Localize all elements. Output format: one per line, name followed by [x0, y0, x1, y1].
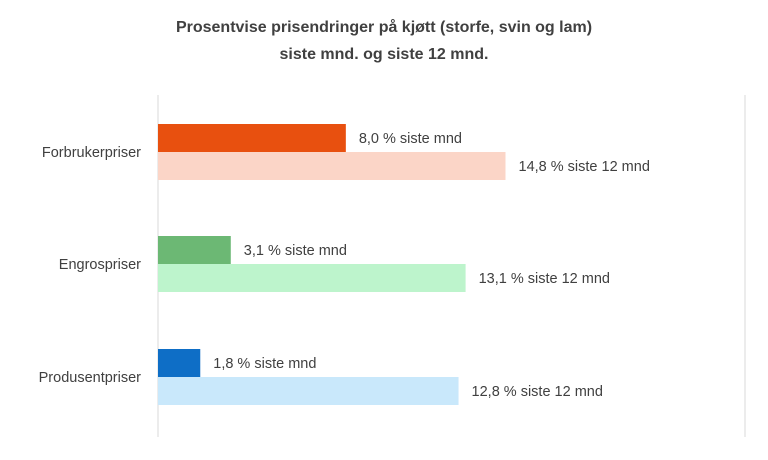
bar-forbrukerpriser-month — [158, 124, 346, 152]
bar-produsentpriser-month — [158, 349, 201, 377]
data-label-engrospriser-12-month: 13,1 % siste 12 mnd — [479, 271, 610, 287]
category-label-engrospriser: Engrospriser — [59, 257, 141, 273]
bar-engrospriser-month — [158, 236, 231, 264]
bar-engrospriser-12-month — [158, 264, 466, 292]
data-label-forbrukerpriser-12-month: 14,8 % siste 12 mnd — [519, 159, 650, 175]
data-label-produsentpriser-month: 1,8 % siste mnd — [213, 356, 316, 372]
chart-title-line-2: siste mnd. og siste 12 mnd. — [279, 46, 489, 63]
category-label-forbrukerpriser: Forbrukerpriser — [42, 145, 141, 161]
bar-produsentpriser-12-month — [158, 377, 459, 405]
data-label-produsentpriser-12-month: 12,8 % siste 12 mnd — [472, 384, 603, 400]
chart-title-line-1: Prosentvise prisendringer på kjøtt (stor… — [175, 19, 593, 36]
bar-forbrukerpriser-12-month — [158, 152, 506, 180]
category-label-produsentpriser: Produsentpriser — [39, 370, 142, 386]
data-label-forbrukerpriser-month: 8,0 % siste mnd — [359, 131, 462, 147]
data-label-engrospriser-month: 3,1 % siste mnd — [244, 243, 347, 259]
